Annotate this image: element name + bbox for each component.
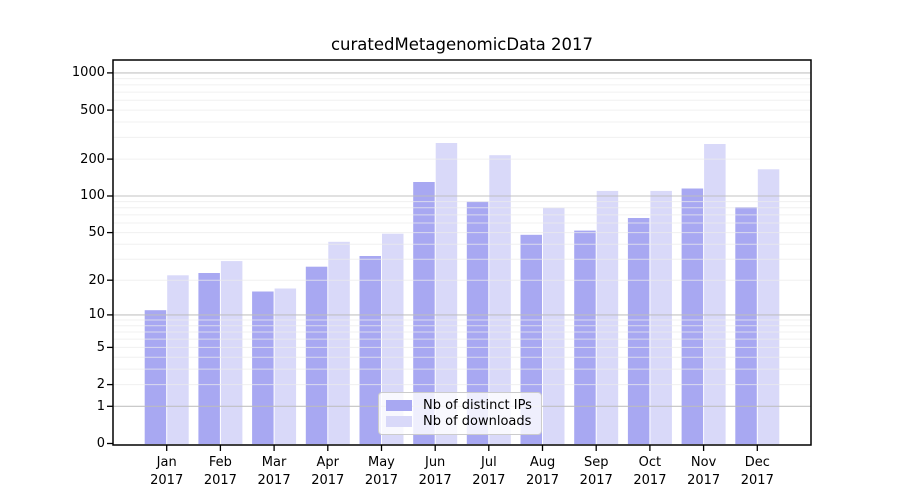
bar-distinct-ips-apr xyxy=(305,266,328,444)
x-tick-label: Aug 2017 xyxy=(525,455,560,488)
y-tick-label: 1000 xyxy=(71,65,105,81)
legend-entry-downloads: Nb of downloads xyxy=(386,414,533,431)
bar-downloads-sep xyxy=(596,190,619,444)
x-tick-label: Mar 2017 xyxy=(257,455,291,488)
y-tick-label: 500 xyxy=(80,102,105,118)
x-tick-label: Jul 2017 xyxy=(472,455,506,488)
bar-downloads-dec xyxy=(757,169,780,445)
y-tick-label: 5 xyxy=(96,339,105,355)
x-tick-label: Nov 2017 xyxy=(687,455,721,488)
y-tick-label: 10 xyxy=(88,307,105,323)
bar-downloads-jul xyxy=(489,155,511,444)
y-tick-label: 50 xyxy=(88,225,105,241)
x-tick-label: Feb 2017 xyxy=(203,455,237,488)
x-tick-label: Jun 2017 xyxy=(418,455,452,488)
bar-downloads-jan xyxy=(167,275,189,444)
bar-downloads-apr xyxy=(328,241,350,444)
bar-distinct-ips-nov xyxy=(681,188,704,444)
bar-distinct-ips-jan xyxy=(144,310,167,444)
bar-distinct-ips-feb xyxy=(198,273,220,444)
x-tick-label: May 2017 xyxy=(364,455,398,488)
x-tick-label: Sep 2017 xyxy=(579,455,613,488)
bar-distinct-ips-jun xyxy=(413,182,435,444)
x-tick-label: Jan 2017 xyxy=(150,455,184,488)
legend: Nb of distinct IPs Nb of downloads xyxy=(378,392,542,435)
x-tick-label: Dec 2017 xyxy=(740,455,774,488)
y-tick-label: 100 xyxy=(80,188,105,204)
bar-distinct-ips-jul xyxy=(466,201,489,444)
y-axis-tick-labels: 0 1 2 5 10 20 50 100 200 500 1000 xyxy=(0,0,105,500)
bar-distinct-ips-oct xyxy=(627,218,650,444)
plot-border xyxy=(112,59,812,446)
y-tick-label: 0 xyxy=(96,436,105,451)
x-tick-label: Apr 2017 xyxy=(311,455,345,488)
bar-downloads-mar xyxy=(274,288,297,444)
chart-title: curatedMetagenomicData 2017 xyxy=(330,35,594,54)
y-tick-label: 20 xyxy=(88,272,105,288)
y-tick-label: 200 xyxy=(80,151,105,167)
bar-downloads-oct xyxy=(650,190,672,444)
bar-distinct-ips-sep xyxy=(574,230,596,444)
bar-downloads-feb xyxy=(220,261,243,444)
bar-distinct-ips-may xyxy=(359,256,381,444)
y-tick-label: 2 xyxy=(96,377,105,393)
legend-label-downloads: Nb of downloads xyxy=(423,414,532,430)
legend-swatch-distinct-ips xyxy=(386,399,412,411)
x-tick-label: Oct 2017 xyxy=(633,455,667,488)
legend-label-distinct-ips: Nb of distinct IPs xyxy=(423,397,532,413)
legend-entry-distinct-ips: Nb of distinct IPs xyxy=(386,397,533,414)
y-tick-label: 1 xyxy=(96,398,105,414)
legend-swatch-downloads xyxy=(386,416,412,428)
